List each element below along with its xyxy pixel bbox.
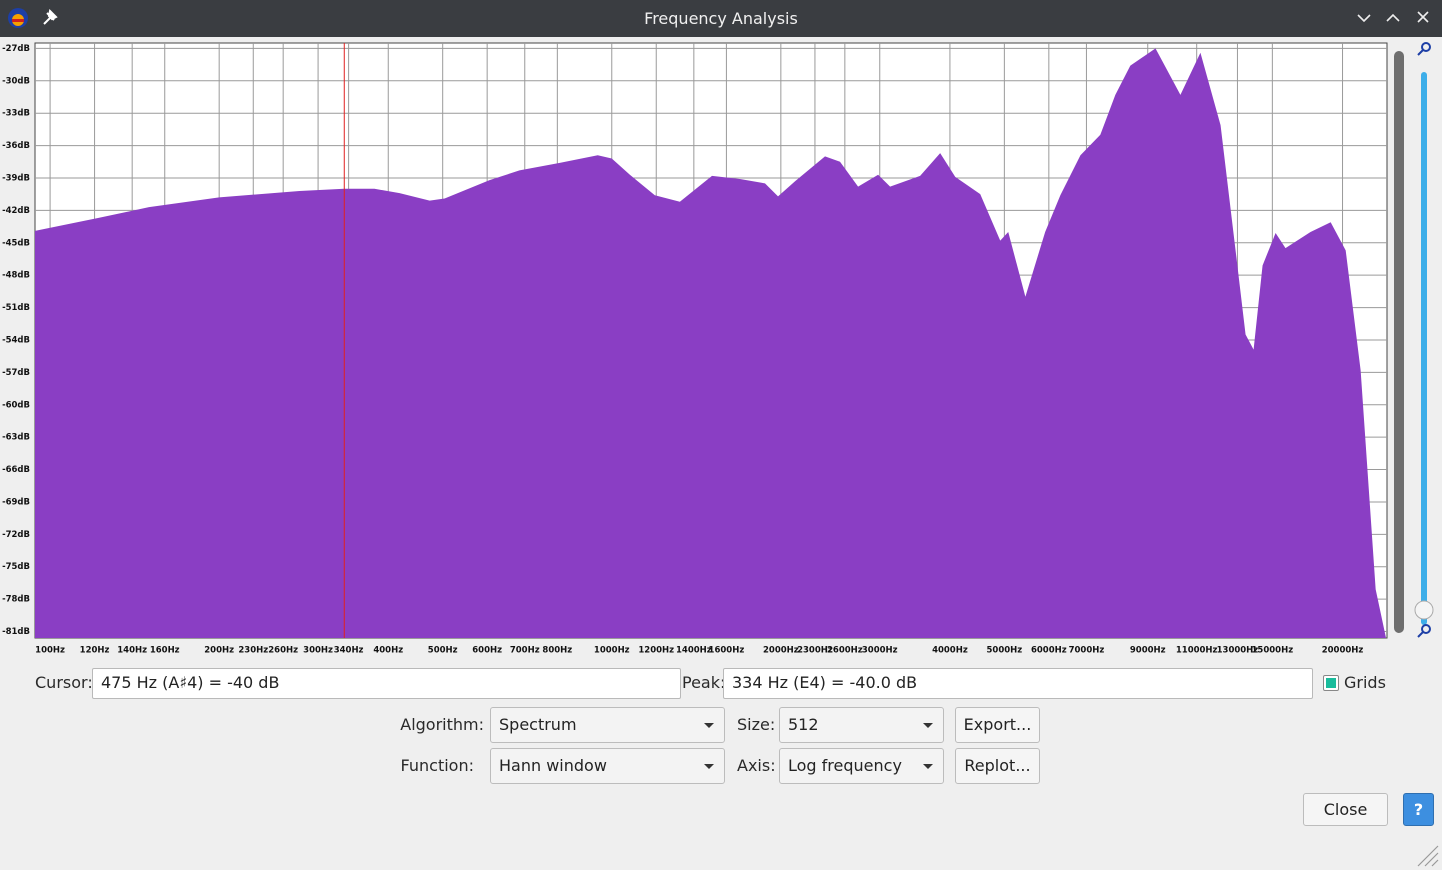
scrollbar[interactable] bbox=[1394, 51, 1404, 633]
x-tick-label: 11000Hz bbox=[1176, 646, 1218, 656]
size-select[interactable]: 512 bbox=[779, 707, 944, 743]
x-tick-label: 20000Hz bbox=[1322, 646, 1364, 656]
x-tick-label: 6000Hz bbox=[1031, 646, 1067, 656]
x-tick-label: 140Hz bbox=[117, 646, 147, 656]
y-tick-label: -30dB bbox=[2, 76, 30, 86]
y-tick-label: -72dB bbox=[2, 530, 30, 540]
y-tick-label: -36dB bbox=[2, 141, 30, 151]
x-tick-label: 1200Hz bbox=[638, 646, 674, 656]
cursor-field[interactable]: 475 Hz (A♯4) = -40 dB bbox=[92, 668, 681, 699]
y-tick-label: -75dB bbox=[2, 562, 30, 572]
y-tick-label: -33dB bbox=[2, 109, 30, 119]
x-tick-label: 2300Hz bbox=[797, 646, 833, 656]
x-tick-label: 1400Hz bbox=[676, 646, 712, 656]
zoom-icons[interactable] bbox=[1417, 42, 1431, 638]
x-tick-label: 400Hz bbox=[373, 646, 403, 656]
x-tick-label: 15000Hz bbox=[1252, 646, 1294, 656]
y-tick-label: -27dB bbox=[2, 44, 30, 54]
size-label: Size: bbox=[737, 715, 776, 734]
x-tick-label: 1000Hz bbox=[594, 646, 630, 656]
x-tick-label: 5000Hz bbox=[987, 646, 1023, 656]
y-tick-label: -54dB bbox=[2, 335, 30, 345]
x-tick-label: 1600Hz bbox=[709, 646, 745, 656]
y-tick-label: -48dB bbox=[2, 271, 30, 281]
function-label: Function: bbox=[400, 756, 474, 775]
spectrum-chart: -27dB -30dB -33dB -36dB -39dB -42dB -45dB -48dB… bbox=[2, 42, 1434, 656]
x-tick-label: 160Hz bbox=[150, 646, 180, 656]
title-icons bbox=[8, 8, 58, 28]
y-tick-label: -66dB bbox=[2, 465, 30, 475]
x-tick-label: 230Hz bbox=[238, 646, 268, 656]
zoom-slider[interactable] bbox=[1421, 72, 1427, 625]
axis-label: Axis: bbox=[737, 756, 776, 775]
close-button[interactable]: Close bbox=[1303, 793, 1388, 826]
y-tick-label: -78dB bbox=[2, 595, 30, 605]
y-tick-label: -39dB bbox=[2, 173, 30, 183]
x-tick-label: 7000Hz bbox=[1069, 646, 1105, 656]
x-tick-label: 200Hz bbox=[204, 646, 234, 656]
x-tick-label: 120Hz bbox=[80, 646, 110, 656]
x-tick-label: 9000Hz bbox=[1130, 646, 1166, 656]
function-select[interactable]: Hann window bbox=[490, 748, 725, 784]
zoom-handle[interactable] bbox=[1414, 600, 1434, 620]
y-tick-label: -60dB bbox=[2, 400, 30, 410]
peak-field[interactable]: 334 Hz (E4) = -40.0 dB bbox=[723, 668, 1313, 699]
y-tick-label: -45dB bbox=[2, 238, 30, 248]
grids-label: Grids bbox=[1344, 673, 1386, 692]
x-tick-label: 600Hz bbox=[472, 646, 502, 656]
x-tick-label: 340Hz bbox=[334, 646, 364, 656]
x-tick-label: 4000Hz bbox=[932, 646, 968, 656]
x-tick-label: 800Hz bbox=[542, 646, 572, 656]
grids-checkbox[interactable] bbox=[1323, 675, 1339, 691]
algorithm-select[interactable]: Spectrum bbox=[490, 707, 725, 743]
y-tick-label: -42dB bbox=[2, 206, 30, 216]
help-button[interactable]: ? bbox=[1403, 793, 1434, 826]
x-tick-label: 3000Hz bbox=[862, 646, 898, 656]
x-tick-label: 100Hz bbox=[35, 646, 65, 656]
title-bar: Frequency Analysis bbox=[0, 0, 1442, 37]
y-tick-label: -81dB bbox=[2, 627, 30, 637]
resize-grip[interactable] bbox=[1414, 842, 1440, 868]
y-tick-label: -69dB bbox=[2, 497, 30, 507]
axis-select[interactable]: Log frequency bbox=[779, 748, 944, 784]
x-tick-label: 2000Hz bbox=[763, 646, 799, 656]
x-tick-label: 2600Hz bbox=[827, 646, 863, 656]
x-tick-label: 700Hz bbox=[510, 646, 540, 656]
spectrum-area bbox=[35, 48, 1386, 638]
x-tick-label: 500Hz bbox=[428, 646, 458, 656]
y-tick-label: -51dB bbox=[2, 303, 30, 313]
export-button[interactable]: Export... bbox=[955, 707, 1040, 743]
algorithm-label: Algorithm: bbox=[400, 715, 484, 734]
peak-label: Peak: bbox=[682, 673, 726, 692]
y-tick-label: -63dB bbox=[2, 433, 30, 443]
x-tick-label: 13000Hz bbox=[1217, 646, 1259, 656]
window-title: Frequency Analysis bbox=[644, 9, 798, 28]
y-tick-label: -57dB bbox=[2, 368, 30, 378]
cursor-label: Cursor: bbox=[35, 673, 93, 692]
replot-button[interactable]: Replot... bbox=[955, 748, 1040, 784]
x-tick-label: 300Hz bbox=[303, 646, 333, 656]
window-buttons[interactable] bbox=[1350, 8, 1440, 30]
x-tick-label: 260Hz bbox=[268, 646, 298, 656]
